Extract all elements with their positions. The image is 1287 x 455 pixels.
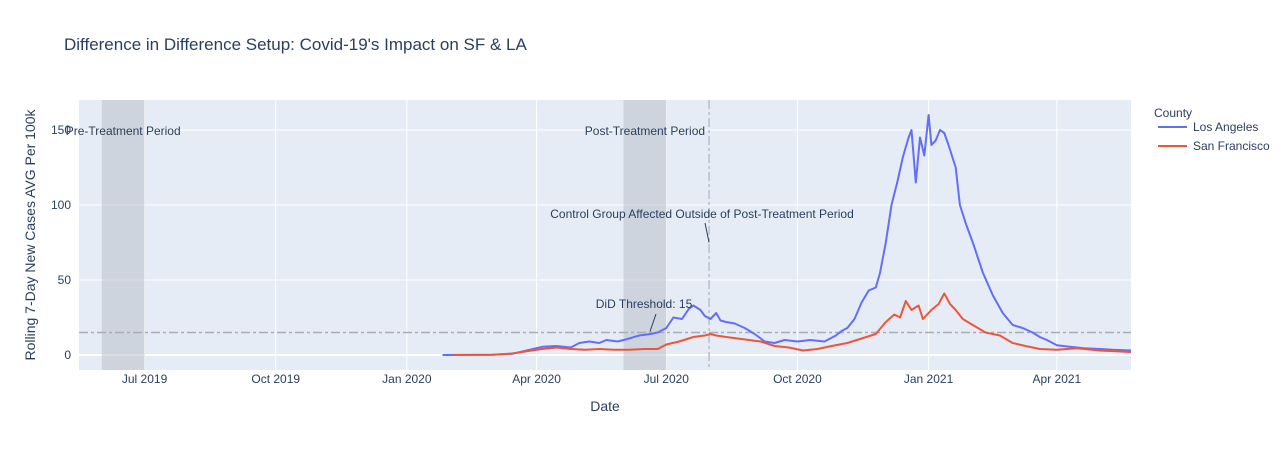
control-group-arrow [704,222,710,243]
x-tick-label: Jul 2020 [644,372,690,386]
x-axis-ticks: Jul 2019 Oct 2019 Jan 2020 Apr 2020 Jul 2020… [122,372,1082,386]
x-tick-label: Oct 2020 [773,372,822,386]
chart-title: Difference in Difference Setup: Covid-19… [64,35,527,54]
legend-item-label: Los Angeles [1193,120,1258,134]
x-tick-label: Apr 2020 [512,372,561,386]
series-line-los-angeles [442,114,1132,356]
control-group-label: Control Group Affected Outside of Post-T… [550,207,854,221]
pre-treatment-label: Pre-Treatment Period [66,124,181,138]
y-tick-label: 150 [51,123,71,137]
threshold-arrow [649,313,657,332]
legend-title: County [1154,106,1192,120]
shaded-regions [101,100,667,370]
y-tick-label: 50 [58,273,72,287]
reference-lines [79,100,1131,370]
post-treatment-label: Post-Treatment Period [585,124,705,138]
y-tick-label: 0 [64,348,71,362]
plot-background [79,100,1131,370]
series-line-san-francisco [453,292,1132,356]
gridlines [79,100,1131,370]
y-axis-ticks: 0 50 100 150 [51,123,71,362]
series-lines [442,114,1132,356]
shaded-region [623,100,667,370]
annotations: Pre-Treatment Period Post-Treatment Perio… [66,124,854,332]
x-axis-title: Date [590,398,620,414]
legend-item-label: San Francisco [1193,139,1270,153]
x-tick-label: Jan 2020 [382,372,432,386]
x-tick-label: Apr 2021 [1033,372,1082,386]
y-axis-title: Rolling 7-Day New Cases AVG Per 100k [22,108,38,360]
x-tick-label: Jul 2019 [122,372,168,386]
threshold-label: DiD Threshold: 15 [596,297,693,311]
y-tick-label: 100 [51,198,71,212]
legend: County Los Angeles San Francisco [1154,106,1270,153]
x-tick-label: Jan 2021 [904,372,954,386]
x-tick-label: Oct 2019 [251,372,300,386]
shaded-region [101,100,145,370]
